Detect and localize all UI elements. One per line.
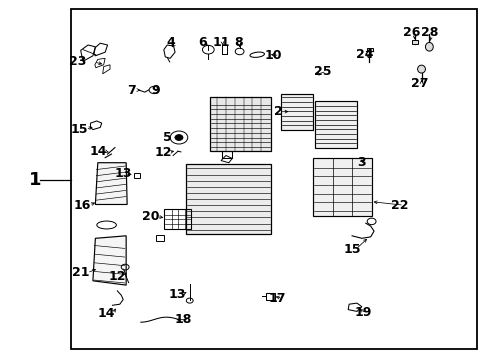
Text: 22: 22 xyxy=(390,199,408,212)
Text: 9: 9 xyxy=(151,84,160,96)
Text: 10: 10 xyxy=(264,49,281,62)
Ellipse shape xyxy=(417,65,425,73)
Text: 6: 6 xyxy=(198,36,207,49)
Text: 13: 13 xyxy=(115,167,132,180)
Text: 3: 3 xyxy=(357,156,366,169)
Text: 1: 1 xyxy=(29,171,41,189)
Text: 20: 20 xyxy=(142,210,159,223)
Polygon shape xyxy=(185,164,271,234)
Polygon shape xyxy=(93,236,126,285)
Polygon shape xyxy=(281,94,312,130)
Polygon shape xyxy=(315,101,356,148)
Text: 18: 18 xyxy=(174,313,191,326)
Text: 11: 11 xyxy=(212,36,229,49)
Polygon shape xyxy=(95,163,127,204)
Text: 23: 23 xyxy=(68,55,86,68)
Circle shape xyxy=(175,135,183,140)
Text: 14: 14 xyxy=(90,145,107,158)
Text: 25: 25 xyxy=(313,65,331,78)
Text: 14: 14 xyxy=(98,307,115,320)
Polygon shape xyxy=(210,97,271,151)
Text: 16: 16 xyxy=(73,199,91,212)
Text: 17: 17 xyxy=(268,292,286,305)
Text: 4: 4 xyxy=(166,36,175,49)
Text: 13: 13 xyxy=(168,288,185,301)
Text: 2: 2 xyxy=(274,105,283,118)
Text: 15: 15 xyxy=(70,123,88,136)
Text: 19: 19 xyxy=(353,306,371,319)
Polygon shape xyxy=(411,40,417,44)
Ellipse shape xyxy=(425,42,432,51)
Text: 12: 12 xyxy=(154,146,171,159)
Bar xyxy=(71,9,476,349)
Text: 8: 8 xyxy=(234,36,243,49)
Polygon shape xyxy=(366,48,372,51)
Text: 24: 24 xyxy=(355,48,372,61)
Text: 15: 15 xyxy=(343,243,360,256)
Text: 5: 5 xyxy=(163,131,171,144)
Text: 12: 12 xyxy=(108,270,126,283)
Text: 7: 7 xyxy=(126,84,135,96)
Text: 21: 21 xyxy=(72,266,89,279)
Polygon shape xyxy=(312,158,371,216)
Text: 27: 27 xyxy=(410,77,427,90)
Text: 28: 28 xyxy=(420,26,437,39)
Text: 26: 26 xyxy=(402,26,420,39)
